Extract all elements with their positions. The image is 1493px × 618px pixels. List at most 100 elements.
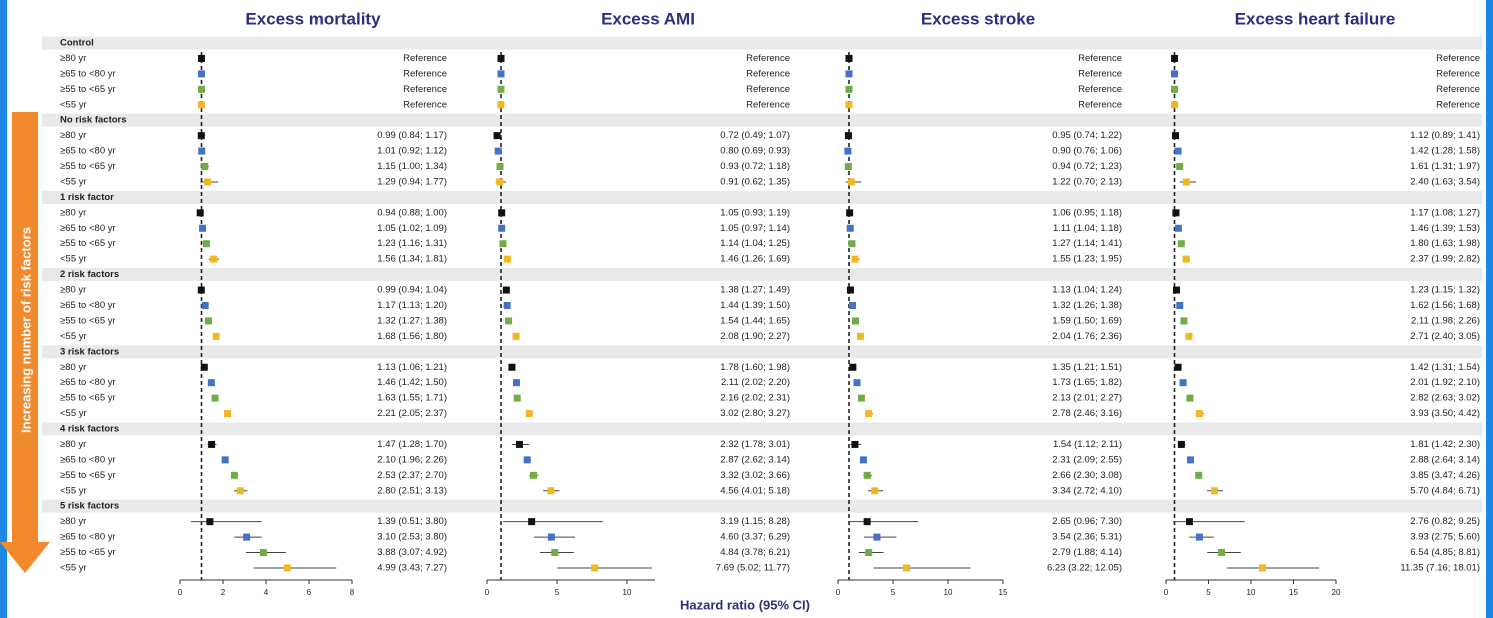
point <box>206 518 213 525</box>
point <box>1178 441 1185 448</box>
point <box>208 379 215 386</box>
point <box>1175 148 1182 155</box>
point <box>1183 178 1190 185</box>
point <box>857 333 864 340</box>
value-label: 1.17 (1.08; 1.27) <box>1410 207 1480 218</box>
frame-left <box>0 0 7 618</box>
value-label: 1.54 (1.44; 1.65) <box>720 315 790 326</box>
value-label: 1.27 (1.14; 1.41) <box>1052 238 1122 249</box>
value-label: 1.62 (1.56; 1.68) <box>1410 300 1480 311</box>
x-tick-label: 4 <box>264 588 269 597</box>
group-label: 4 risk factors <box>60 424 119 435</box>
point <box>198 148 205 155</box>
value-label: 1.56 (1.34; 1.81) <box>377 254 447 265</box>
point <box>865 549 872 556</box>
point <box>846 101 853 108</box>
x-tick-label: 10 <box>1247 588 1256 597</box>
point <box>1171 86 1178 93</box>
point <box>845 163 852 170</box>
value-label: Reference <box>403 84 447 95</box>
point <box>496 178 503 185</box>
value-label: Reference <box>1078 99 1122 110</box>
point <box>865 410 872 417</box>
point <box>852 317 859 324</box>
x-tick-label: 6 <box>307 588 312 597</box>
value-label: 3.93 (3.50; 4.42) <box>1410 408 1480 419</box>
point <box>205 317 212 324</box>
value-label: 0.91 (0.62; 1.35) <box>720 176 790 187</box>
value-label: 2.66 (2.30; 3.08) <box>1052 470 1122 481</box>
value-label: 2.80 (2.51; 3.13) <box>377 485 447 496</box>
point <box>198 132 205 139</box>
point <box>224 410 231 417</box>
group-label: 2 risk factors <box>60 269 119 280</box>
value-label: Reference <box>746 68 790 79</box>
value-label: 1.63 (1.55; 1.71) <box>377 393 447 404</box>
point <box>864 472 871 479</box>
value-label: 0.80 (0.69; 0.93) <box>720 146 790 157</box>
value-label: 2.88 (2.64; 3.14) <box>1410 454 1480 465</box>
row-label: ≥80 yr <box>60 362 86 373</box>
value-label: 2.31 (2.09; 2.55) <box>1052 454 1122 465</box>
value-label: 1.13 (1.04; 1.24) <box>1052 285 1122 296</box>
value-label: 1.42 (1.28; 1.58) <box>1410 146 1480 157</box>
point <box>849 364 856 371</box>
point <box>284 564 291 571</box>
value-label: 2.53 (2.37; 2.70) <box>377 470 447 481</box>
point <box>504 256 511 263</box>
row-label: ≥55 to <65 yr <box>60 470 116 481</box>
group-label: 5 risk factors <box>60 501 119 512</box>
point <box>854 379 861 386</box>
value-label: 2.87 (2.62; 3.14) <box>720 454 790 465</box>
point <box>858 395 865 402</box>
point <box>498 55 505 62</box>
point <box>212 395 219 402</box>
value-label: 0.95 (0.74; 1.22) <box>1052 130 1122 141</box>
point <box>848 178 855 185</box>
group-label: 3 risk factors <box>60 346 119 357</box>
value-label: Reference <box>1078 53 1122 64</box>
point <box>1180 317 1187 324</box>
point <box>505 317 512 324</box>
value-label: 1.01 (0.92; 1.12) <box>377 146 447 157</box>
value-label: 1.06 (0.95; 1.18) <box>1052 207 1122 218</box>
row-label: ≥65 to <80 yr <box>60 377 116 388</box>
value-label: 2.78 (2.46; 3.16) <box>1052 408 1122 419</box>
point <box>198 86 205 93</box>
value-label: 1.54 (1.12; 2.11) <box>1053 439 1122 450</box>
value-label: 2.08 (1.90; 2.27) <box>720 331 790 342</box>
value-label: 1.23 (1.15; 1.32) <box>1410 285 1480 296</box>
value-label: 4.84 (3.78; 6.21) <box>720 547 790 558</box>
point <box>497 163 504 170</box>
value-label: Reference <box>1436 84 1480 95</box>
point <box>1175 225 1182 232</box>
point <box>201 163 208 170</box>
value-label: 3.88 (3.07; 4.92) <box>377 547 447 558</box>
group-band <box>42 268 1482 281</box>
panel-title: Excess AMI <box>601 9 695 28</box>
value-label: Reference <box>403 99 447 110</box>
point <box>495 148 502 155</box>
value-label: 1.12 (0.89; 1.41) <box>1410 130 1480 141</box>
point <box>1195 472 1202 479</box>
value-label: 2.04 (1.76; 2.36) <box>1052 331 1122 342</box>
point <box>222 456 229 463</box>
value-label: 7.69 (5.02; 11.77) <box>716 562 790 573</box>
point <box>1175 364 1182 371</box>
point <box>852 256 859 263</box>
row-label: <55 yr <box>60 99 87 110</box>
x-tick-label: 20 <box>1332 588 1341 597</box>
value-label: 2.11 (1.98; 2.26) <box>1411 315 1480 326</box>
value-label: 3.32 (3.02; 3.66) <box>720 470 790 481</box>
value-label: 1.14 (1.04; 1.25) <box>720 238 790 249</box>
point <box>1171 101 1178 108</box>
value-label: 1.73 (1.65; 1.82) <box>1052 377 1122 388</box>
point <box>198 287 205 294</box>
value-label: 1.46 (1.26; 1.69) <box>720 254 790 265</box>
point <box>494 132 501 139</box>
point <box>243 534 250 541</box>
value-label: Reference <box>746 99 790 110</box>
point <box>1186 395 1193 402</box>
point <box>1186 518 1193 525</box>
group-label: Control <box>60 38 94 49</box>
